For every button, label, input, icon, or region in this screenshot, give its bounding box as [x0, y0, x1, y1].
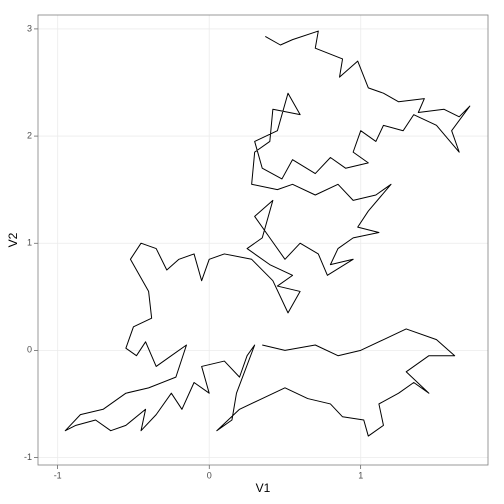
y-tick-label: 2: [27, 130, 32, 140]
panel: [38, 15, 488, 465]
y-axis-title: V2: [6, 232, 20, 247]
series-line: [64, 30, 471, 437]
y-tick-label: 1: [27, 238, 32, 248]
y-tick-label: 0: [27, 345, 32, 355]
y-tick-label: 3: [27, 23, 32, 33]
x-tick-label: 1: [358, 470, 363, 480]
x-tick-label: -1: [54, 470, 62, 480]
x-axis-title: V1: [256, 481, 271, 495]
panel-border: [37, 14, 489, 466]
y-tick-label: -1: [24, 452, 32, 462]
x-tick-label: 0: [207, 470, 212, 480]
